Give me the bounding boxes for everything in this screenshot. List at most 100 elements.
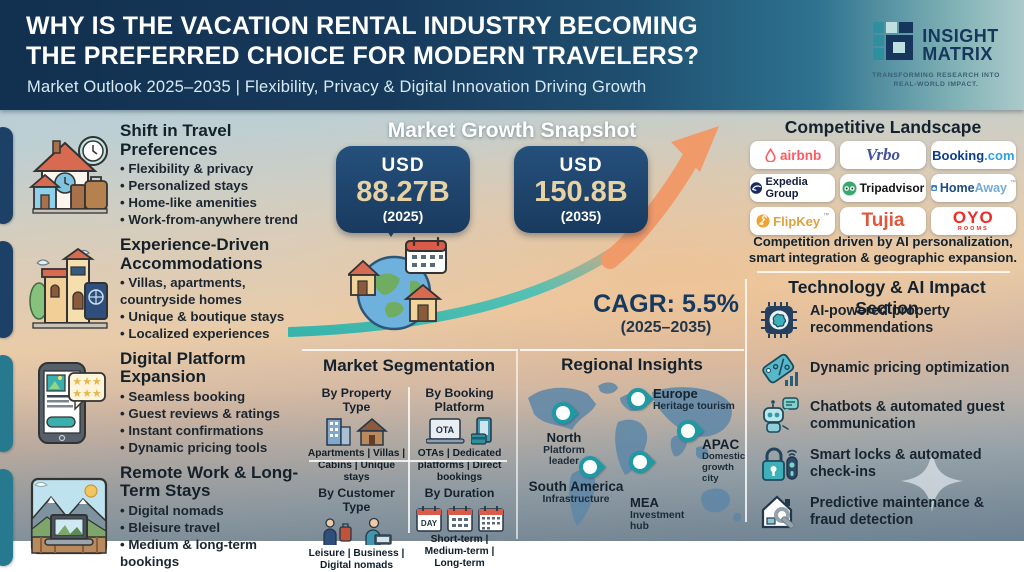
logo-tagline: TRANSFORMING RESEARCH INTO REAL-WORLD IM…	[872, 72, 1000, 88]
brand-chip-oyo: OYO ROOMS	[930, 207, 1016, 235]
benefits-panel: Shift in Travel Preferences Flexibility …	[0, 114, 308, 571]
bullet: Home-like amenities	[120, 195, 306, 212]
customer-type-icons	[307, 515, 406, 547]
cabin-icon	[356, 418, 388, 446]
tech-item-predictive-maintenance: Predictive maintenance & fraud detection	[758, 492, 1018, 532]
cagr-value: CAGR: 5.5%	[593, 290, 739, 318]
region-label-europe: Europe Heritage tourism	[653, 386, 735, 412]
bullet: Villas, apartments, countryside homes	[120, 275, 306, 309]
sparkle-icon	[901, 450, 963, 512]
benefit-bullets: Villas, apartments, countryside homes Un…	[120, 275, 306, 343]
regional-insights-panel: Regional Insights North Platform leader	[520, 349, 746, 539]
bullet: Bleisure travel	[120, 520, 306, 537]
price-tag-icon	[758, 348, 800, 388]
day-calendar-icon: DAY	[415, 506, 442, 533]
leisure-traveler-icon	[323, 518, 352, 546]
cagr-period: (2025–2035)	[620, 319, 712, 336]
market-segmentation-panel: Market Segmentation By Property Type Apa…	[302, 349, 518, 571]
brand-logo: INSIGHT MATRIX TRANSFORMING RESEARCH INT…	[860, 22, 1012, 89]
svg-text:★★★: ★★★	[72, 388, 102, 400]
airbnb-icon	[765, 148, 776, 162]
cagr-callout: CAGR: 5.5% (2025–2035)	[578, 290, 754, 337]
ota-laptop-icon: OTA	[426, 418, 465, 444]
region-label-north: North Platform leader	[543, 430, 585, 468]
region-label-apac: APAC Domestic growth city	[702, 437, 746, 484]
tech-item-ai-recommendations: AI-powered property recommendations	[758, 300, 1018, 340]
region-label-mea: MEA Investment hub	[630, 495, 685, 533]
benefit-title: Experience-Driven Accommodations	[120, 234, 270, 273]
logo-name: INSIGHT MATRIX	[922, 25, 999, 64]
benefit-title: Shift in Travel Preferences	[120, 121, 232, 159]
segment-customer-type: By Customer Type Leisure | Business | Di…	[307, 486, 406, 572]
segment-duration: By Duration DAY	[408, 483, 511, 572]
competitive-caption: Competition driven by AI personalization…	[748, 234, 1018, 265]
section-divider	[757, 271, 1010, 273]
bullet: Instant confirmations	[120, 423, 306, 440]
accent-bar	[0, 127, 13, 224]
expedia-icon	[750, 182, 763, 194]
svg-text:DAY: DAY	[420, 519, 437, 528]
phone-card-icon	[471, 417, 492, 445]
benefit-bullets: Digital nomads Bleisure travel Medium & …	[120, 503, 306, 571]
page-title: WHY IS THE VACATION RENTAL INDUSTRY BECO…	[26, 11, 699, 71]
digital-nomad-icon	[365, 518, 392, 546]
brand-chip-tripadvisor: Tripadvisor	[840, 174, 926, 202]
competitive-landscape-title: Competitive Landscape	[784, 117, 982, 137]
bullet: Medium & long-term bookings	[120, 537, 306, 571]
bullet: Guest reviews & ratings	[120, 406, 306, 423]
tripadvisor-icon	[842, 181, 857, 195]
page-subtitle: Market Outlook 2025–2035 | Flexibility, …	[27, 78, 647, 96]
brand-chip-homeaway: Home Away ™	[930, 174, 1016, 202]
svg-text:★★★: ★★★	[72, 376, 102, 388]
bullet: Digital nomads	[120, 503, 306, 520]
benefit-item-accommodations: Experience-Driven Accommodations Villas,…	[0, 234, 308, 343]
homeaway-icon	[930, 185, 937, 191]
world-map: North Platform leader Europe Heritage to…	[520, 378, 746, 539]
bullet: Dynamic pricing tools	[120, 440, 306, 457]
globe-houses-calendar-icon	[345, 233, 454, 340]
segmentation-title: Market Segmentation	[323, 356, 495, 375]
market-value: 88.27B	[356, 176, 450, 208]
house-wrench-icon	[758, 492, 800, 532]
market-value-2025: USD 88.27B (2025)	[336, 146, 470, 237]
currency-label: USD	[381, 155, 425, 176]
year-calendar-icon	[477, 506, 504, 533]
bullet: Localized experiences	[120, 326, 306, 343]
tech-item-chatbots: Chatbots & automated guest communication	[758, 396, 1018, 436]
page-title-line1: WHY IS THE VACATION RENTAL INDUSTRY BECO…	[26, 12, 698, 40]
tech-item-label: Smart locks & automated check-ins	[810, 447, 982, 480]
booking-platform-icons: OTA	[410, 415, 509, 447]
benefit-bullets: Seamless booking Guest reviews & ratings…	[120, 389, 306, 457]
phone-reviews-icon: ★★★ ★★★	[26, 357, 112, 449]
brand-logo-grid: airbnb Vrbo Booking .com Expedia Group Tr…	[750, 141, 1016, 235]
laptop-scenery-icon	[26, 471, 112, 563]
brand-chip-booking: Booking .com	[930, 141, 1016, 169]
region-label-south-america: South America Infrastructure	[528, 479, 624, 506]
bullet: Personalized stays	[120, 178, 306, 195]
tech-item-label: AI-powered property recommendations	[810, 303, 950, 336]
villa-passport-icon	[26, 243, 112, 335]
market-value: 150.8B	[534, 176, 628, 208]
market-year: (2035)	[560, 208, 602, 224]
market-year: (2025)	[382, 208, 424, 224]
regional-title: Regional Insights	[561, 355, 703, 374]
tech-item-dynamic-pricing: Dynamic pricing optimization	[758, 348, 1018, 388]
ai-chip-brain-icon	[758, 300, 800, 340]
smart-lock-icon	[758, 444, 800, 484]
brand-chip-expedia: Expedia Group	[750, 174, 836, 202]
page-title-line2: THE PREFERRED CHOICE FOR MODERN TRAVELER…	[26, 42, 700, 70]
currency-label: USD	[559, 155, 603, 176]
svg-text:OTA: OTA	[436, 425, 455, 435]
tech-item-label: Dynamic pricing optimization	[810, 359, 1010, 376]
brand-chip-flipkey: FlipKey ™	[750, 207, 836, 235]
property-type-icons	[307, 415, 406, 447]
benefit-bullets: Flexibility & privacy Personalized stays…	[120, 161, 306, 229]
header-banner: WHY IS THE VACATION RENTAL INDUSTRY BECO…	[0, 0, 1024, 110]
benefit-item-digital-platform: ★★★ ★★★ Digital Platform Expansion Seaml…	[0, 349, 308, 457]
brand-chip-airbnb: airbnb	[750, 141, 836, 169]
brand-chip-vrbo: Vrbo	[840, 141, 926, 169]
accent-bar	[0, 240, 13, 338]
benefit-item-travel-preferences: Shift in Travel Preferences Flexibility …	[0, 121, 308, 229]
segment-property-type: By Property Type Apartments | Villas | C…	[307, 386, 406, 483]
brand-chip-tujia: Tujia	[840, 207, 926, 235]
